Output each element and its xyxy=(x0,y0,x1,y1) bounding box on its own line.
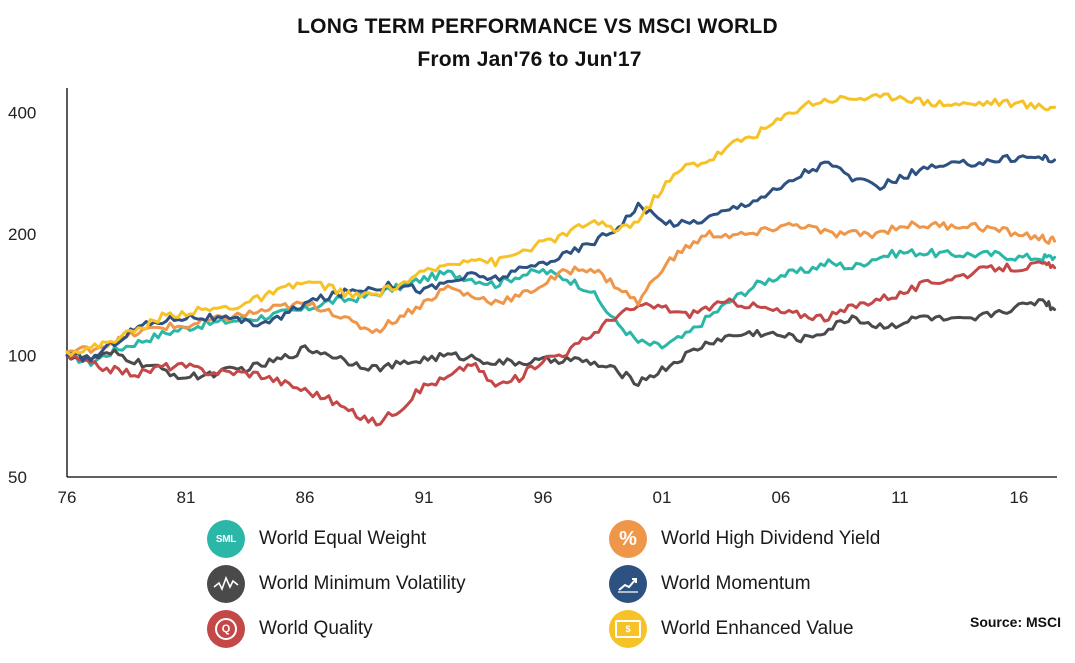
quality-seal-icon: Q xyxy=(207,610,245,648)
legend-item: World Momentum xyxy=(609,564,811,604)
x-tick-label: 96 xyxy=(534,488,553,507)
legend-label: World Quality xyxy=(259,618,373,639)
chart-subtitle: From Jan'76 to Jun'17 xyxy=(417,48,642,71)
legend-label: World Enhanced Value xyxy=(661,618,854,639)
legend-label: World Equal Weight xyxy=(259,528,427,549)
rising-chart-icon xyxy=(609,565,647,603)
legend-item: $ World Enhanced Value xyxy=(609,609,854,649)
percent-icon: % xyxy=(609,520,647,558)
legend-item: % World High Dividend Yield xyxy=(609,519,880,559)
legend-label: World Momentum xyxy=(661,573,811,594)
y-tick-label: 200 xyxy=(8,225,36,244)
x-tick-label: 16 xyxy=(1009,488,1028,507)
banknote-icon: $ xyxy=(609,610,647,648)
x-tick-label: 76 xyxy=(58,488,77,507)
chart-title: LONG TERM PERFORMANCE VS MSCI WORLD xyxy=(297,15,778,38)
y-tick-label: 100 xyxy=(8,346,36,365)
series-line-world-minimum-volatility xyxy=(65,298,1057,387)
series-line-world-momentum xyxy=(65,153,1057,363)
x-tick-label: 81 xyxy=(177,488,196,507)
x-tick-label: 91 xyxy=(415,488,434,507)
legend-item: World Minimum Volatility xyxy=(207,564,466,604)
series-line-world-high-dividend-yield xyxy=(65,220,1057,354)
series-line-world-quality xyxy=(65,260,1057,427)
y-tick-label: 400 xyxy=(8,103,36,122)
legend-item: Q World Quality xyxy=(207,609,373,649)
x-tick-label: 06 xyxy=(771,488,790,507)
tick-labels: 50 100 200 400 76 81 86 91 96 01 06 11 16 xyxy=(8,103,1028,507)
x-tick-label: 86 xyxy=(296,488,315,507)
x-tick-label: 11 xyxy=(891,488,909,507)
legend-label: World Minimum Volatility xyxy=(259,573,466,594)
legend-item: SML World Equal Weight xyxy=(207,519,426,559)
chart-axes xyxy=(66,88,1057,478)
x-tick-label: 01 xyxy=(652,488,671,507)
sml-icon: SML xyxy=(207,520,245,558)
series-lines xyxy=(65,92,1057,427)
y-tick-label: 50 xyxy=(8,468,27,487)
series-line-world-enhanced-value xyxy=(65,92,1057,357)
series-line-world-equal-weight xyxy=(65,247,1057,367)
source-note: Source: MSCI xyxy=(969,614,1061,630)
volatility-zigzag-icon xyxy=(207,565,245,603)
legend-label: World High Dividend Yield xyxy=(661,528,881,549)
